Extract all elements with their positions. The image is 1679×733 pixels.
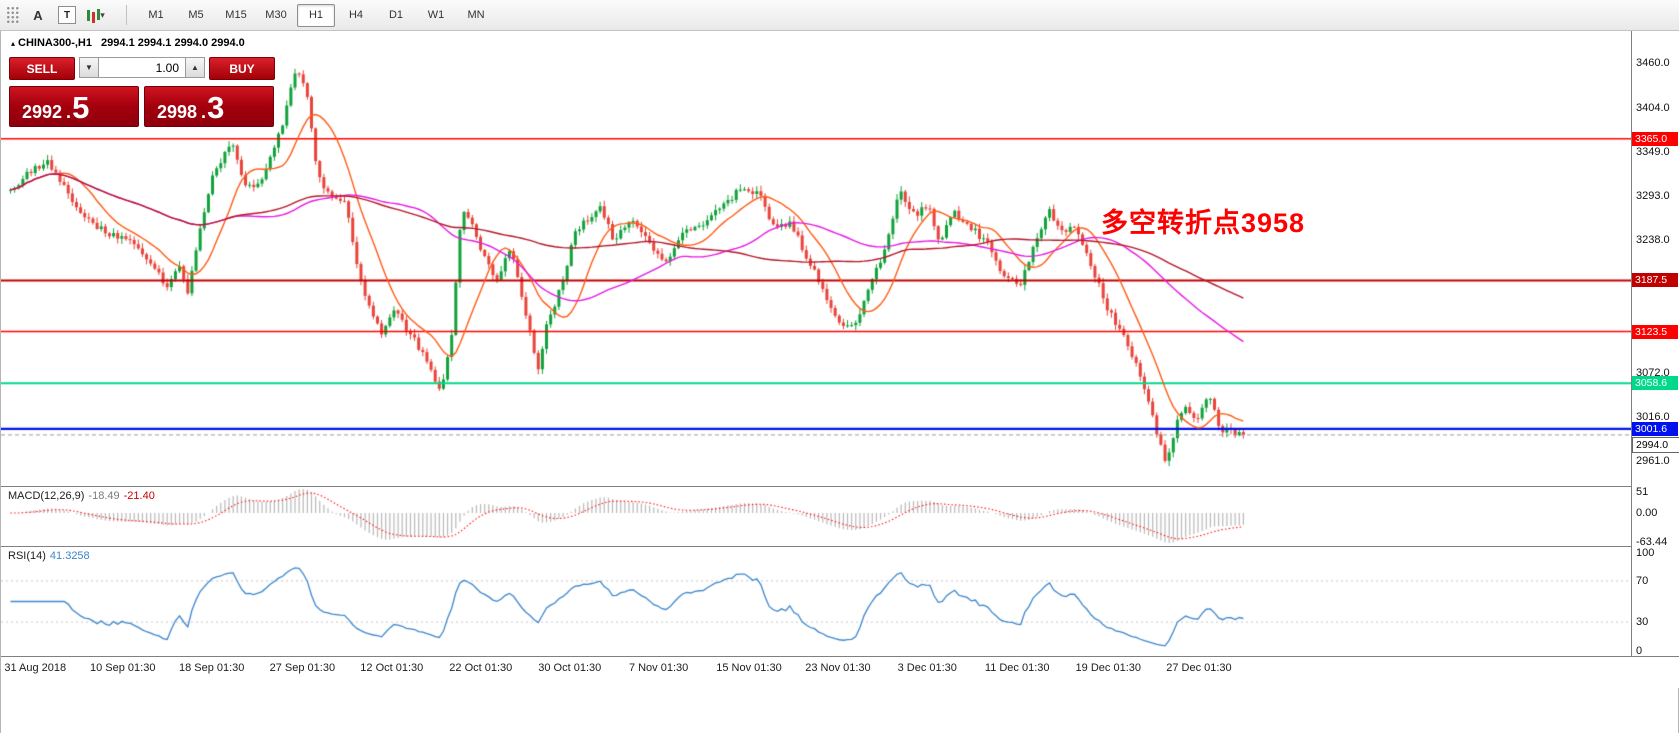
rsi-canvas[interactable] [1, 547, 1631, 656]
date-tick-label: 23 Nov 01:30 [805, 662, 871, 674]
date-tick-label: 10 Sep 01:30 [89, 662, 156, 674]
pane-divider[interactable] [1, 546, 1679, 547]
date-axis[interactable]: 31 Aug 2018 10 Sep 01:30 18 Sep 01:30 27 Se… [1, 657, 1679, 688]
toolbar: A T ▾ M1 M5 M15 M30 H1 H4 D1 W1 MN [0, 0, 1679, 31]
drag-grip-icon[interactable] [5, 5, 19, 25]
rsi-tick-label: 70 [1636, 574, 1649, 587]
macd-indicator-name: MACD(12,26,9) [8, 490, 85, 502]
timeframe-w1-button[interactable]: W1 [427, 9, 445, 21]
timeframe-m1-button[interactable]: M1 [148, 9, 164, 21]
price-tick-label: 3460.0 [1636, 56, 1670, 69]
timeframe-mn-button[interactable]: MN [467, 9, 485, 21]
volume-increase-button[interactable]: ▲ [185, 57, 205, 78]
date-tick-label: 3 Dec 01:30 [897, 662, 957, 674]
macd-signal-value: -21.40 [123, 490, 155, 502]
symbol-ohlc-line: ▴ CHINA300-,H1 2994.1 2994.1 2994.0 2994.… [11, 37, 245, 49]
price-tick-label: 3016.0 [1636, 411, 1670, 424]
text-label-tool-icon[interactable]: T [54, 3, 80, 27]
date-tick-label: 31 Aug 2018 [4, 662, 67, 674]
timeframe-m15-button[interactable]: M15 [225, 9, 247, 21]
macd-tick-label: -63.44 [1636, 536, 1668, 548]
rsi-tick-label: 30 [1636, 616, 1649, 629]
buy-price-sep: . [201, 102, 207, 122]
price-tick-label: 3349.0 [1636, 145, 1670, 158]
price-tick-label: 3404.0 [1636, 101, 1670, 114]
date-tick-label: 12 Oct 01:30 [360, 662, 424, 674]
price-tick-label: 3293.0 [1636, 190, 1670, 203]
date-tick-label: 30 Oct 01:30 [538, 662, 602, 674]
timeframe-m5-button[interactable]: M5 [188, 9, 204, 21]
date-tick-label: 7 Nov 01:30 [628, 662, 689, 674]
toolbar-separator [126, 5, 127, 25]
price-tick-label: 3238.0 [1636, 234, 1670, 247]
volume-decrease-button[interactable]: ▼ [79, 57, 99, 78]
sell-button[interactable]: SELL [9, 57, 75, 80]
rsi-label: RSI(14) 41.3258 [8, 550, 90, 562]
date-tick-label: 15 Nov 01:30 [716, 662, 782, 674]
price-level-badge: 3187.5 [1632, 273, 1678, 288]
timeframe-d1-button[interactable]: D1 [388, 9, 404, 21]
sell-price-main: 2992 [22, 102, 63, 122]
rsi-value: 41.3258 [49, 550, 90, 562]
sell-price-pip: 5 [72, 90, 90, 125]
buy-button[interactable]: BUY [209, 57, 275, 80]
sell-price-sep: . [66, 102, 72, 122]
symbol-name: CHINA300-,H1 [18, 37, 92, 49]
macd-label: MACD(12,26,9) -18.49 -21.40 [8, 490, 155, 502]
date-tick-label: 27 Dec 01:30 [1166, 662, 1232, 674]
cursor-a-tool-icon[interactable]: A [25, 3, 51, 27]
text-label-glyph: T [58, 6, 76, 24]
price-tick-label: 2961.0 [1636, 455, 1670, 468]
date-tick-label: 22 Oct 01:30 [449, 662, 513, 674]
collapse-icon[interactable]: ▴ [11, 39, 16, 48]
timeframe-h1-button[interactable]: H1 [297, 3, 335, 27]
price-level-badge: 3365.0 [1632, 131, 1678, 146]
price-level-badge: 3001.6 [1632, 421, 1678, 436]
timeframe-group: M1 M5 M15 M30 H1 H4 D1 W1 MN [137, 3, 497, 27]
timeframe-m30-button[interactable]: M30 [265, 9, 287, 21]
date-tick-label: 18 Sep 01:30 [178, 662, 245, 674]
buy-price-button[interactable]: 2998. 3 [144, 86, 274, 127]
one-click-trading-panel: SELL ▼ ▲ BUY 2992.5 2998.3 [9, 57, 277, 127]
ohlc-values: 2994.1 2994.1 2994.0 2994.0 [101, 37, 245, 49]
pane-divider[interactable] [1, 486, 1679, 487]
date-tick-label: 27 Sep 01:30 [269, 662, 336, 674]
rsi-tick-label: 0 [1636, 645, 1643, 657]
chevron-down-icon: ▾ [100, 9, 105, 20]
chart-annotation-text[interactable]: 多空转折点3958 [1101, 208, 1306, 238]
indicators-dropdown-button[interactable]: ▾ [83, 3, 109, 27]
indicator-bars-icon [87, 9, 91, 21]
price-level-badge: 3123.5 [1632, 324, 1678, 339]
rsi-tick-label: 100 [1636, 547, 1655, 559]
date-tick-label: 11 Dec 01:30 [984, 662, 1050, 674]
rsi-indicator-name: RSI(14) [8, 550, 46, 562]
volume-input[interactable] [99, 57, 185, 78]
sell-price-button[interactable]: 2992. 5 [9, 86, 139, 127]
price-tick-label: 3072.0 [1636, 366, 1670, 379]
date-tick-label: 19 Dec 01:30 [1075, 662, 1141, 674]
macd-canvas[interactable] [1, 487, 1631, 546]
macd-tick-label: 51 [1636, 486, 1649, 498]
price-level-badge: 3058.6 [1632, 376, 1678, 391]
pane-divider[interactable] [1, 656, 1679, 657]
macd-tick-label: 0.00 [1636, 507, 1658, 520]
macd-main-value: -18.49 [88, 490, 120, 502]
buy-price-pip: 3 [207, 90, 225, 125]
current-price-badge: 2994.0 [1632, 436, 1679, 453]
price-axis[interactable]: 3460.0 3404.0 3349.0 3293.0 3238.0 3072.0 3016… [1631, 31, 1679, 657]
chart-window: ▴ CHINA300-,H1 2994.1 2994.1 2994.0 2994.… [0, 31, 1679, 733]
cursor-a-glyph: A [33, 7, 43, 23]
buy-price-main: 2998 [157, 102, 198, 122]
timeframe-h4-button[interactable]: H4 [348, 9, 364, 21]
